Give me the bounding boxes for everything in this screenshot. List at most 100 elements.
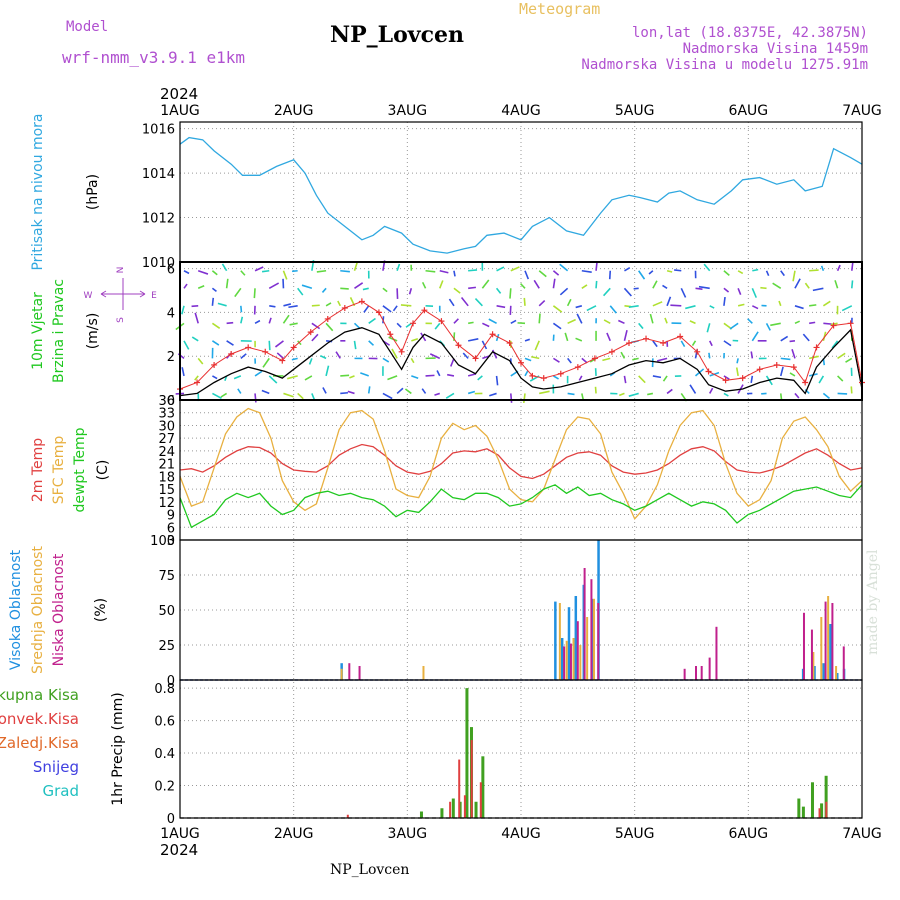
- precip-axis-label: 1hr Precip (mm): [110, 692, 126, 805]
- wind-arrow: [311, 322, 321, 330]
- mid-cloud-bar: [835, 666, 838, 680]
- wind-arrow: [360, 372, 369, 377]
- wind-arrow: [276, 352, 284, 359]
- wind-arrow: [603, 319, 611, 325]
- conv-precip-bar: [825, 801, 828, 818]
- wind-arrow: [482, 322, 490, 328]
- temp-axis-label: SFC Temp: [51, 436, 67, 505]
- wind-arrow: [723, 296, 726, 306]
- low-cloud-bar: [576, 621, 579, 680]
- wind-axis-label: (m/s): [85, 313, 101, 350]
- wind-arrow: [623, 287, 632, 297]
- wind-arrow: [453, 270, 456, 277]
- wind-arrow: [410, 357, 415, 364]
- wind-arrow: [780, 357, 791, 361]
- low-cloud-bar: [597, 603, 600, 680]
- wind-gust-marker: [518, 359, 524, 366]
- wind-arrow: [695, 287, 703, 290]
- wind-gust-marker: [228, 351, 235, 357]
- wind-arrow: [559, 287, 569, 296]
- precip-legend-item: Zaledj.Kisa: [0, 734, 79, 752]
- wind-arrow: [794, 320, 801, 325]
- cloud-y-tick-label: 75: [158, 569, 175, 584]
- wind-arrow: [664, 317, 668, 324]
- precip-y-tick-label: 0.4: [154, 747, 175, 762]
- wind-arrow: [387, 375, 398, 381]
- wind-arrow: [233, 375, 242, 380]
- x-tick-label-bottom: 3AUG: [388, 826, 428, 842]
- wind-arrow: [420, 332, 427, 342]
- wind-arrow: [662, 284, 668, 289]
- wind-gust-marker: [677, 333, 684, 340]
- wind-arrow: [468, 286, 476, 290]
- wind-arrow: [488, 318, 497, 325]
- dewpt-line: [179, 484, 863, 529]
- wind-arrow: [524, 338, 531, 342]
- wind-arrow: [382, 305, 392, 313]
- mid-cloud-bar: [592, 598, 595, 680]
- temp-axis-label: dewpt Temp: [72, 427, 88, 512]
- wind-arrow: [495, 333, 500, 342]
- wind-arrow: [662, 375, 668, 382]
- x-tick-label-top: 3AUG: [388, 103, 428, 119]
- wind-arrow: [778, 300, 782, 307]
- precip-y-tick-label: 0.2: [154, 780, 175, 795]
- wind-gust-marker: [324, 315, 331, 322]
- wind-arrow: [595, 280, 598, 289]
- page-title: NP_Lovcen: [330, 22, 464, 48]
- wind-arrow: [735, 367, 739, 377]
- wind-arrow: [808, 355, 819, 360]
- wind-arrow: [703, 263, 711, 272]
- wind-arrow: [837, 352, 846, 360]
- wind-arrow: [492, 349, 498, 359]
- wind-arrow: [340, 287, 349, 290]
- compass-arrows: [100, 278, 146, 310]
- wind-gust-marker: [574, 364, 581, 371]
- wind-gust-marker: [643, 335, 650, 342]
- wind-arrow: [619, 392, 625, 397]
- wind-arrow: [708, 340, 713, 347]
- wind-gust-marker: [705, 368, 712, 375]
- wind-arrow: [225, 278, 229, 289]
- total-precip-bar: [451, 798, 455, 818]
- model-name: wrf-nmm_v3.9.1 e1km: [62, 48, 246, 67]
- sfc-temp-line: [179, 407, 863, 520]
- wind-arrow: [291, 357, 298, 361]
- temp-y-tick-label: 33: [158, 407, 175, 422]
- wind-arrow: [566, 298, 572, 307]
- wind-arrow: [489, 392, 497, 397]
- model-altitude-text: Nadmorska Visina u modelu 1275.91m: [581, 57, 868, 73]
- wind-arrow: [657, 357, 668, 362]
- wind-arrow: [820, 265, 825, 272]
- wind-arrow: [510, 319, 517, 325]
- wind-arrow: [765, 270, 770, 276]
- x-tick-label-top: 2AUG: [274, 103, 314, 119]
- conv-precip-bar: [346, 814, 349, 818]
- high-cloud-bar: [567, 607, 571, 680]
- wind-gust-marker: [194, 379, 201, 386]
- wind-arrow: [812, 287, 824, 292]
- cloud-axis-label: Niska Oblacnost: [51, 553, 67, 666]
- wind-arrow: [297, 287, 304, 296]
- temp-axis-label: (C): [95, 460, 111, 481]
- wind-arrow: [652, 280, 658, 289]
- wind-arrow: [538, 270, 547, 278]
- wind-arrow: [609, 305, 617, 314]
- temp-y-tick-label: 24: [158, 445, 175, 460]
- wind-arrow: [552, 357, 560, 363]
- wind-arrow: [353, 262, 358, 272]
- low-cloud-bar: [708, 657, 711, 680]
- wind-arrow: [737, 270, 744, 275]
- low-cloud-bar: [700, 666, 703, 680]
- wind-arrow: [194, 312, 199, 324]
- wind-arrow: [581, 284, 588, 289]
- wind-arrow: [524, 370, 529, 377]
- wind-arrow: [391, 348, 398, 359]
- wind-arrow: [226, 321, 234, 325]
- wind-arrow: [240, 305, 243, 313]
- wind-arrow: [649, 313, 654, 324]
- wind-gust-marker: [660, 340, 667, 347]
- wind-arrow: [254, 319, 261, 325]
